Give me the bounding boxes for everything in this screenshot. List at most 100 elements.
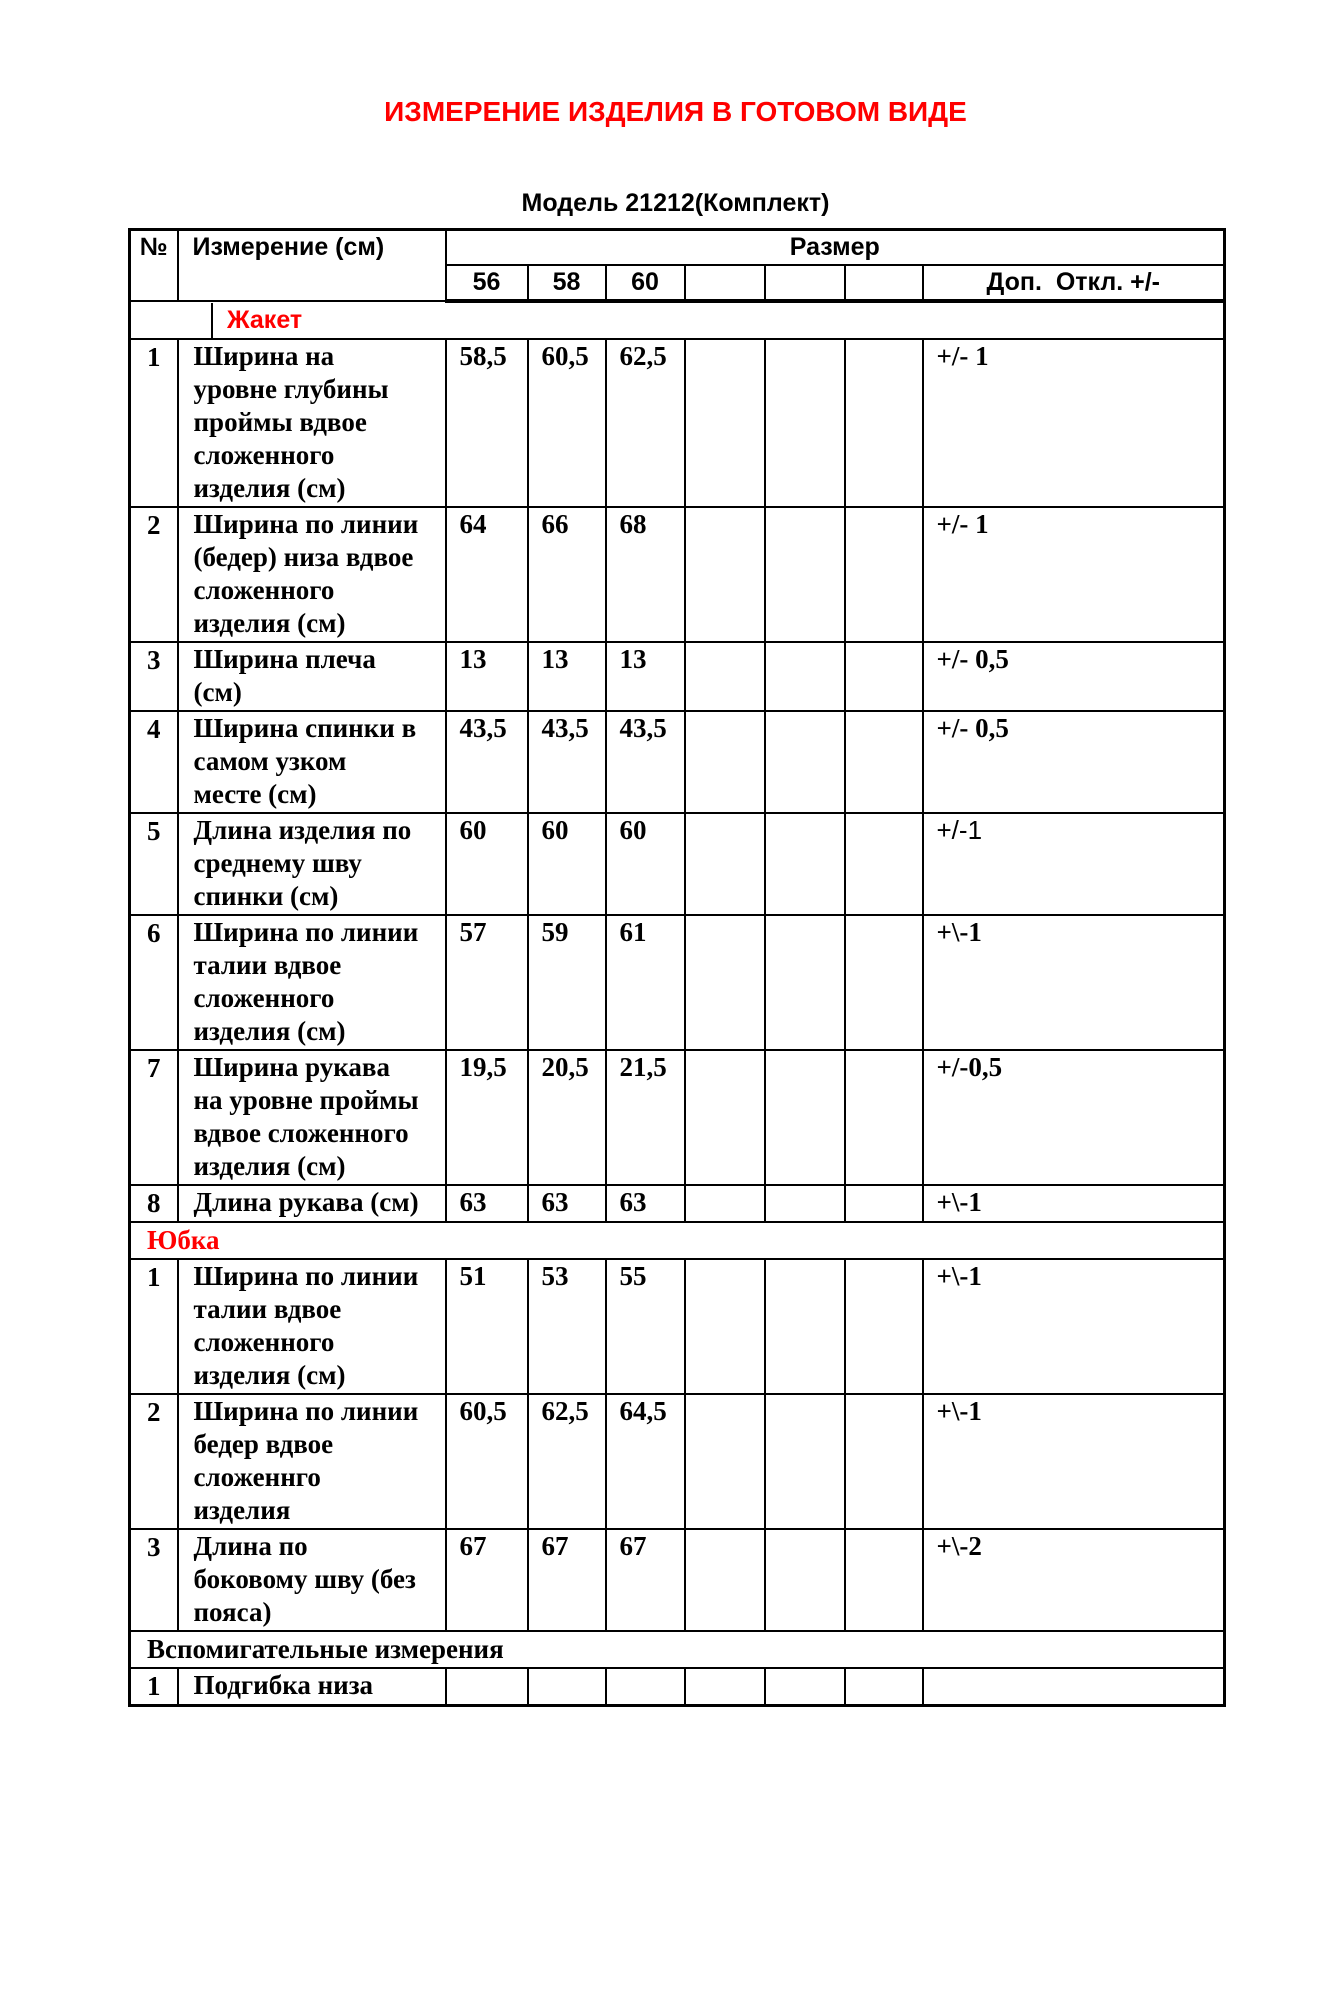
row-number-cell: 3 <box>128 641 179 712</box>
column-header-size-group: Размер <box>444 228 1226 266</box>
size-value-cell: 64 <box>444 506 529 643</box>
column-header-measurement: Измерение (см) <box>176 228 447 302</box>
size-col-56: 56 <box>444 264 529 303</box>
measurement-name-cell: Ширина по линии талии вдвое сложенного и… <box>176 914 447 1051</box>
title-block: ИЗМЕРЕНИЕ ИЗДЕЛИЯ В ГОТОВОМ ВИДЕ Модель … <box>128 96 1223 218</box>
section-label-cell: Вспомигательные измерения <box>128 1630 1226 1669</box>
tolerance-cell: +\-2 <box>921 1528 1226 1632</box>
table-row: 5 Длина изделия по среднему шву спинки (с… <box>128 812 1226 916</box>
size-col-empty <box>763 264 846 303</box>
size-value-cell: 43,5 <box>604 710 686 814</box>
tolerance-cell: +\-1 <box>921 914 1226 1051</box>
measurement-name-cell: Длина изделия по среднему шву спинки (см… <box>176 812 447 916</box>
tolerance-cell <box>921 1667 1226 1707</box>
size-value-cell <box>683 506 766 643</box>
tolerance-cell: +/-0,5 <box>921 1049 1226 1186</box>
table-header: № Измерение (см) Размер 56 58 60 Доп. От… <box>128 228 1226 303</box>
page-title: ИЗМЕРЕНИЕ ИЗДЕЛИЯ В ГОТОВОМ ВИДЕ <box>384 96 967 127</box>
tolerance-cell: +\-1 <box>921 1393 1226 1530</box>
row-number-cell: 5 <box>128 812 179 916</box>
row-number-cell: 1 <box>128 1667 179 1707</box>
size-value-cell <box>843 506 924 643</box>
size-value-cell: 61 <box>604 914 686 1051</box>
size-value-cell <box>843 812 924 916</box>
section-label-auxiliary: Вспомигательные измерения <box>147 1634 504 1664</box>
size-value-cell <box>763 1667 846 1707</box>
tolerance-cell: +/- 0,5 <box>921 641 1226 712</box>
row-number-cell: 8 <box>128 1184 179 1223</box>
table-row: 6 Ширина по линии талии вдвое сложенного … <box>128 914 1226 1051</box>
section-row-skirt: Юбка <box>128 1221 1226 1260</box>
size-value-cell <box>843 1667 924 1707</box>
row-number-cell: 3 <box>128 1528 179 1632</box>
size-value-cell <box>683 1184 766 1223</box>
measurement-name-cell: Ширина по линии (бедер) низа вдвое сложе… <box>176 506 447 643</box>
size-value-cell: 58,5 <box>444 338 529 508</box>
size-value-cell <box>604 1667 686 1707</box>
size-value-cell: 19,5 <box>444 1049 529 1186</box>
tolerance-cell: +\-1 <box>921 1258 1226 1395</box>
size-value-cell <box>763 338 846 508</box>
tolerance-cell: +/- 1 <box>921 506 1226 643</box>
size-value-cell <box>444 1667 529 1707</box>
size-value-cell: 66 <box>526 506 607 643</box>
size-value-cell: 60 <box>526 812 607 916</box>
size-value-cell <box>763 710 846 814</box>
measurement-name-cell: Ширина по линии талии вдвое сложенного и… <box>176 1258 447 1395</box>
size-value-cell <box>683 710 766 814</box>
measurement-name-cell: Ширина спинки в самом узком месте (см) <box>176 710 447 814</box>
measurement-name-cell: Ширина плеча (см) <box>176 641 447 712</box>
row-number-cell: 7 <box>128 1049 179 1186</box>
size-col-empty <box>683 264 766 303</box>
size-value-cell <box>843 641 924 712</box>
size-value-cell: 67 <box>444 1528 529 1632</box>
size-value-cell <box>763 1184 846 1223</box>
table-row: 2 Ширина по линии бедер вдвое сложеннго и… <box>128 1393 1226 1530</box>
measurement-name-cell: Длина по боковому шву (без пояса) <box>176 1528 447 1632</box>
section-label-jacket: Жакет <box>227 306 303 334</box>
size-value-cell: 13 <box>526 641 607 712</box>
size-value-cell <box>526 1667 607 1707</box>
size-value-cell <box>683 338 766 508</box>
size-value-cell <box>683 1258 766 1395</box>
measurement-name-cell: Длина рукава (см) <box>176 1184 447 1223</box>
size-value-cell <box>763 1528 846 1632</box>
size-value-cell <box>843 1528 924 1632</box>
row-number-cell: 1 <box>128 338 179 508</box>
size-value-cell: 20,5 <box>526 1049 607 1186</box>
size-value-cell: 67 <box>604 1528 686 1632</box>
table-row: 4 Ширина спинки в самом узком месте (см) 4… <box>128 710 1226 814</box>
section-row-jacket: Жакет <box>128 300 1226 340</box>
size-value-cell: 67 <box>526 1528 607 1632</box>
column-header-number: № <box>128 228 179 302</box>
table-row: 8 Длина рукава (см) 63 63 63 +\-1 <box>128 1184 1226 1223</box>
measurements-table: № Измерение (см) Размер 56 58 60 Доп. От… <box>128 228 1227 1707</box>
size-value-cell <box>843 1393 924 1530</box>
size-value-cell <box>763 641 846 712</box>
tolerance-cell: +/-1 <box>921 812 1226 916</box>
measurement-name-cell: Ширина на уровне глубины проймы вдвое сл… <box>176 338 447 508</box>
row-number-cell: 2 <box>128 1393 179 1530</box>
table-row: 3 Ширина плеча (см) 13 13 13 +/- 0,5 <box>128 641 1226 712</box>
size-value-cell <box>843 338 924 508</box>
section-label-cell: Юбка <box>128 1221 1226 1260</box>
table-body: Жакет 1 Ширина на уровне глубины проймы вд… <box>128 300 1226 1707</box>
size-col-60: 60 <box>604 264 686 303</box>
size-value-cell <box>683 1049 766 1186</box>
size-value-cell <box>683 914 766 1051</box>
row-number-cell: 4 <box>128 710 179 814</box>
section-label-cell: Жакет <box>128 300 1226 340</box>
table-row: 2 Ширина по линии (бедер) низа вдвое слож… <box>128 506 1226 643</box>
size-value-cell <box>843 1258 924 1395</box>
size-value-cell: 21,5 <box>604 1049 686 1186</box>
table-row: 1 Ширина на уровне глубины проймы вдвое с… <box>128 338 1226 508</box>
size-value-cell: 68 <box>604 506 686 643</box>
tolerance-cell: +\-1 <box>921 1184 1226 1223</box>
size-value-cell: 13 <box>444 641 529 712</box>
column-header-tolerance: Доп. Откл. +/- <box>921 264 1226 303</box>
size-value-cell: 62,5 <box>604 338 686 508</box>
tolerance-cell: +/- 1 <box>921 338 1226 508</box>
header-row-1: № Измерение (см) Размер <box>128 228 1226 302</box>
size-value-cell: 59 <box>526 914 607 1051</box>
size-value-cell <box>843 914 924 1051</box>
